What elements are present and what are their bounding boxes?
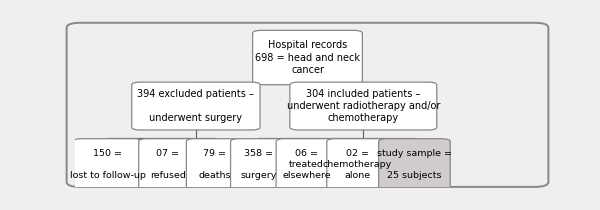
- Text: Hospital records
698 = head and neck
cancer: Hospital records 698 = head and neck can…: [255, 40, 360, 75]
- Text: 358 =

surgery: 358 = surgery: [241, 149, 277, 180]
- Text: 07 =

refused: 07 = refused: [150, 149, 186, 180]
- Text: 150 =

lost to follow-up: 150 = lost to follow-up: [70, 149, 145, 180]
- Text: 304 included patients –
underwent radiotherapy and/or
chemotherapy: 304 included patients – underwent radiot…: [287, 89, 440, 123]
- FancyBboxPatch shape: [379, 139, 450, 190]
- Text: 79 =

deaths: 79 = deaths: [198, 149, 231, 180]
- FancyBboxPatch shape: [187, 139, 242, 190]
- FancyBboxPatch shape: [230, 139, 287, 190]
- FancyBboxPatch shape: [73, 139, 142, 190]
- Text: study sample =

25 subjects: study sample = 25 subjects: [377, 149, 452, 180]
- FancyBboxPatch shape: [67, 23, 548, 187]
- Text: 06 =
treated
elsewhere: 06 = treated elsewhere: [282, 149, 331, 180]
- FancyBboxPatch shape: [132, 82, 260, 130]
- FancyBboxPatch shape: [327, 139, 388, 190]
- FancyBboxPatch shape: [290, 82, 437, 130]
- Text: 394 excluded patients –

underwent surgery: 394 excluded patients – underwent surger…: [137, 89, 254, 123]
- Text: 02 =
chemotherapy
alone: 02 = chemotherapy alone: [323, 149, 392, 180]
- FancyBboxPatch shape: [139, 139, 197, 190]
- FancyBboxPatch shape: [253, 30, 362, 85]
- FancyBboxPatch shape: [276, 139, 337, 190]
